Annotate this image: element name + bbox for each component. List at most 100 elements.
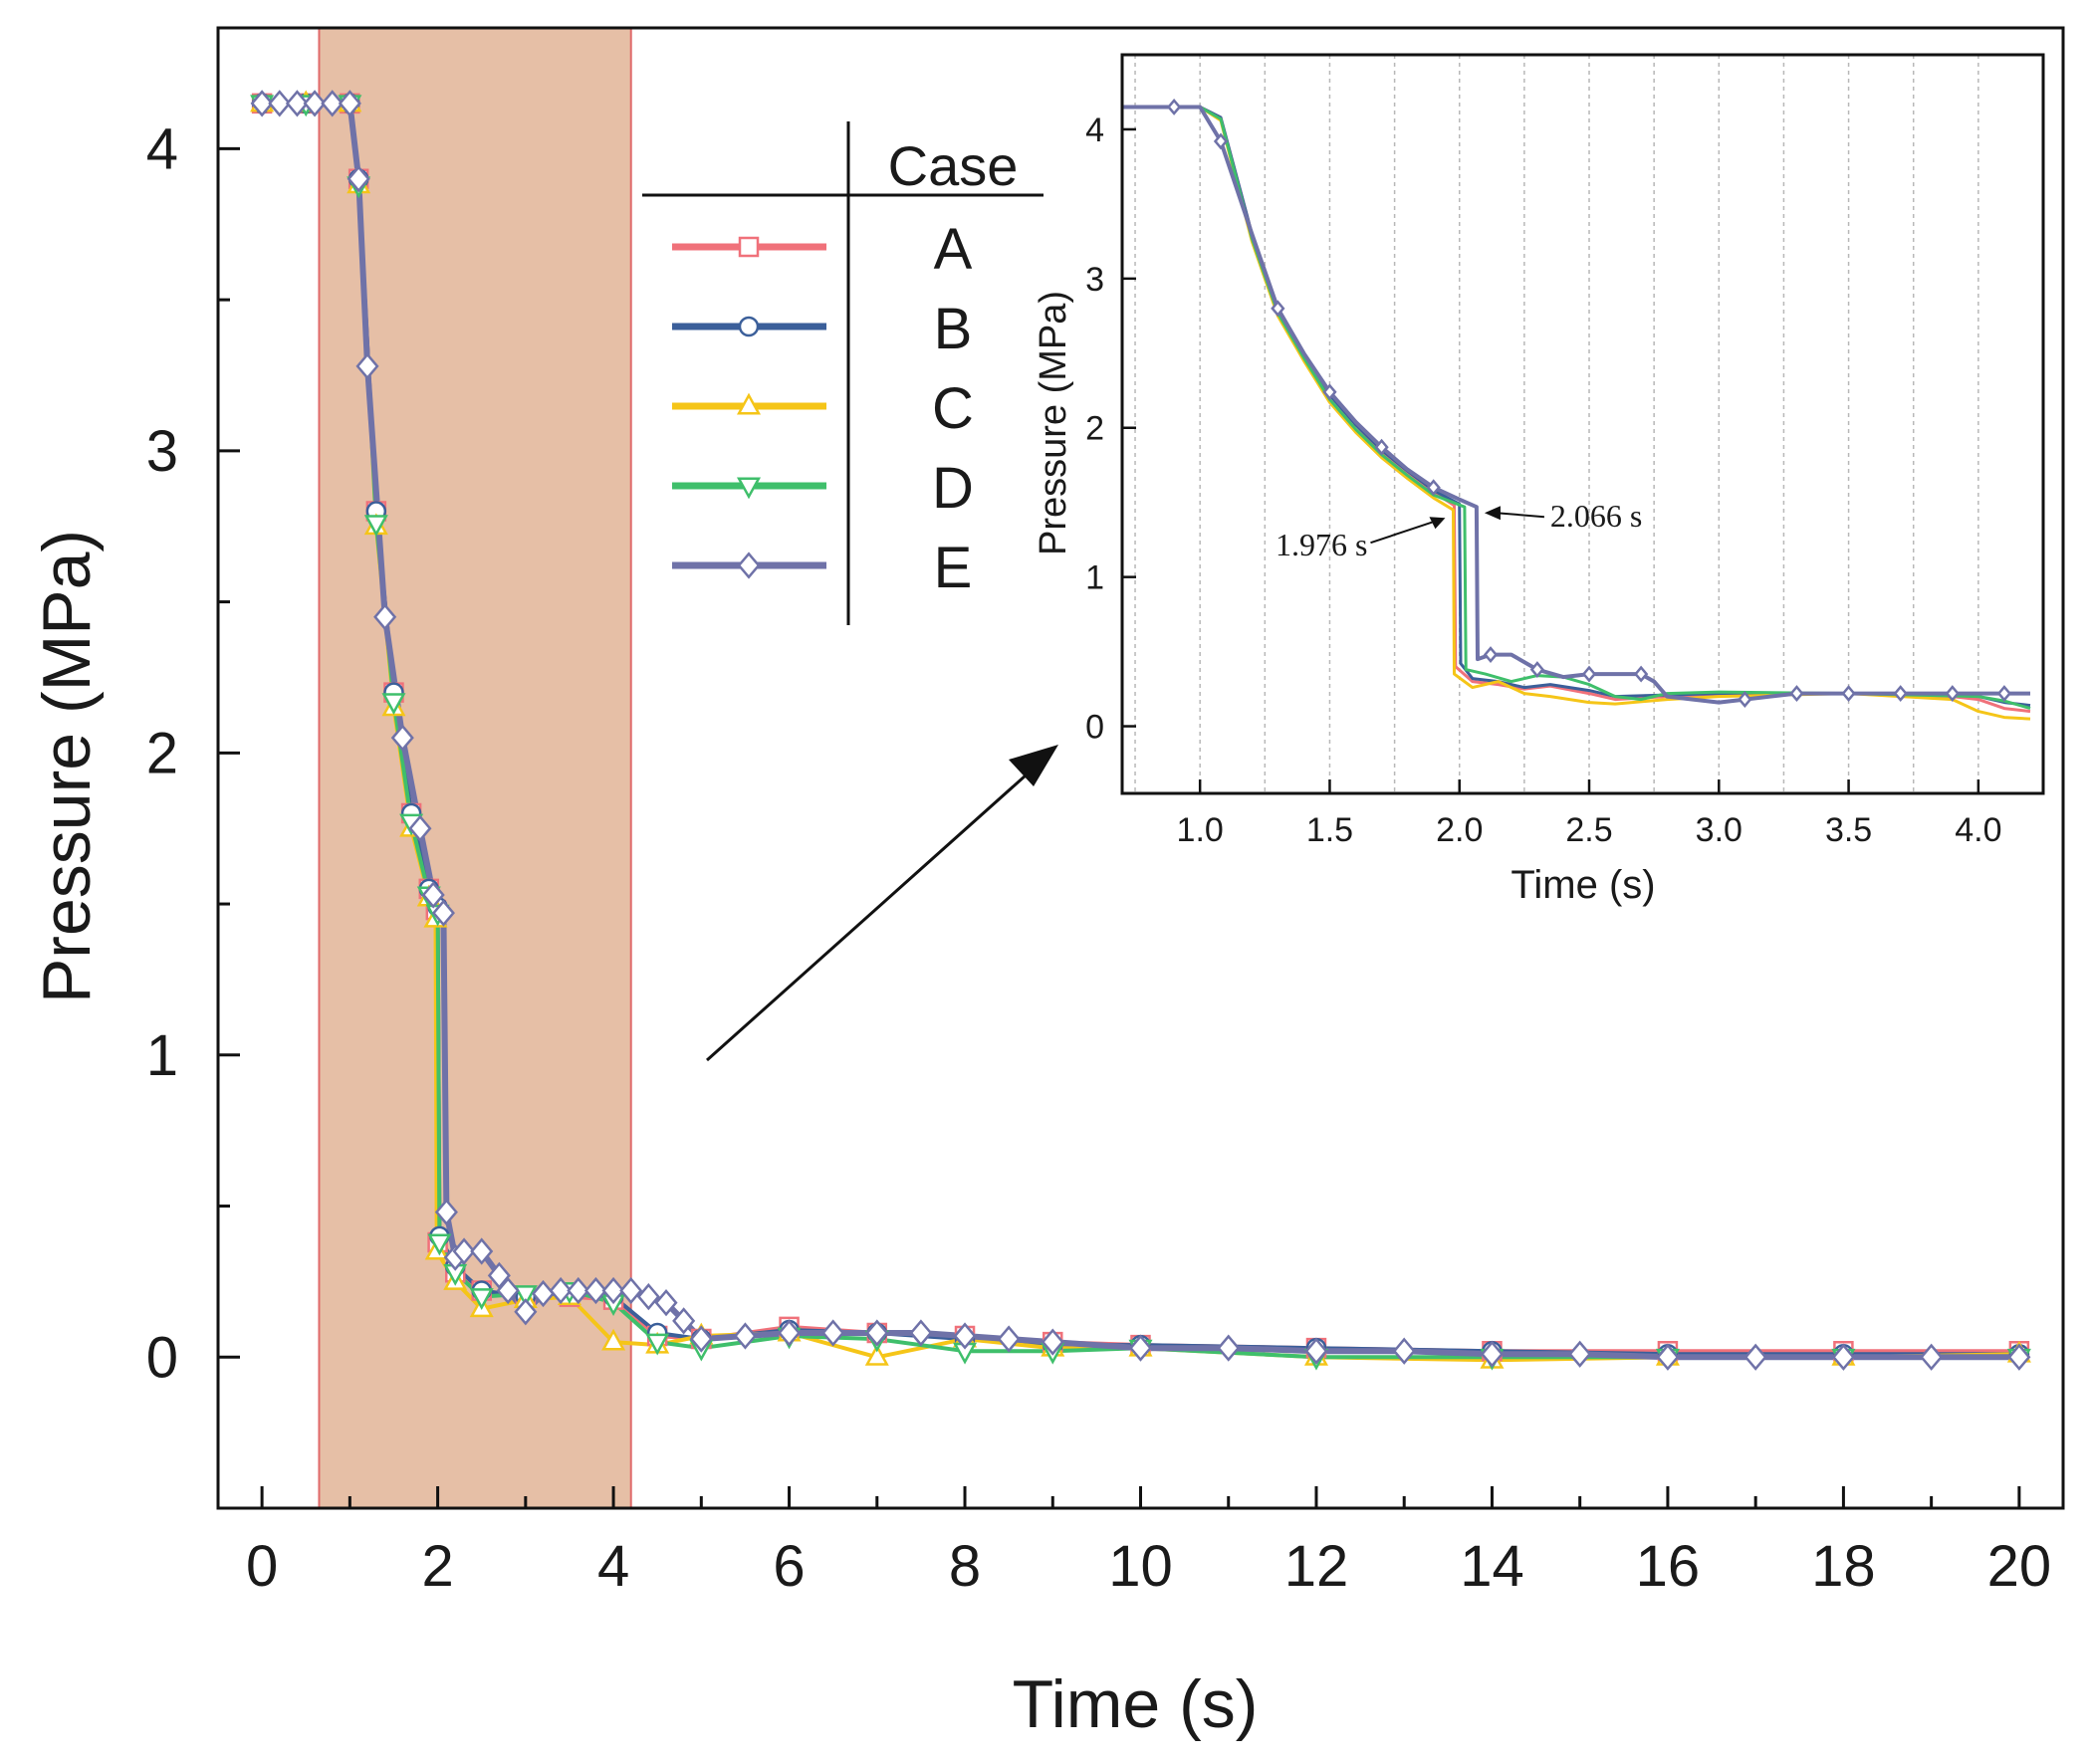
main-y-axis-label: Pressure (MPa)	[29, 530, 105, 1003]
main-point-E	[1392, 1337, 1416, 1365]
legend-label-C: C	[932, 376, 974, 441]
main-y-tick-label: 3	[146, 419, 178, 484]
main-point-E	[821, 1319, 845, 1347]
inset-point-E	[1426, 479, 1441, 497]
main-point-E	[434, 1198, 458, 1226]
inset-series-group	[1122, 105, 2031, 721]
inset-annotations: 1.976 s 2.066 s	[1276, 498, 1642, 562]
main-point-E	[997, 1325, 1021, 1353]
main-point-E	[1831, 1343, 1855, 1371]
main-point-E	[431, 899, 455, 927]
legend-marker-B	[738, 316, 760, 337]
main-point-E	[338, 90, 361, 117]
annotation-label-1976: 1.976 s	[1276, 527, 1367, 562]
main-point-E	[909, 1319, 933, 1347]
inset-background	[1122, 55, 2043, 793]
main-point-E	[487, 1261, 511, 1289]
main-x-tick-label: 0	[246, 1534, 278, 1599]
main-x-tick-label: 8	[949, 1534, 981, 1599]
inset-y-axis-label: Pressure (MPa)	[1033, 291, 1074, 555]
main-point-E	[373, 603, 397, 631]
main-point-E	[1743, 1343, 1767, 1371]
inset-plot-frame	[1120, 53, 2045, 795]
main-y-tick-label: 4	[146, 116, 178, 181]
main-point-E	[1041, 1328, 1064, 1356]
zoom-arrow-line	[706, 765, 1037, 1062]
main-point-E	[1480, 1340, 1504, 1368]
legend-marker-D	[736, 477, 762, 500]
inset-y-tick-label: 2	[1085, 410, 1104, 448]
inset-y-tick-label: 4	[1085, 111, 1104, 149]
main-point-C	[601, 1328, 626, 1351]
inset-x-tick-label: 3.5	[1825, 811, 1872, 849]
inset-x-tick-label: 3.0	[1696, 811, 1742, 849]
main-point-E	[452, 1237, 476, 1265]
inset-point-E	[1483, 646, 1499, 664]
inset-x-axis: 1.0 1.5 2.0 2.5 3.0 3.5 4.0	[1177, 779, 2001, 849]
inset-y-axis: 0 1 2 3 4	[1085, 111, 1136, 747]
main-point-E	[689, 1325, 713, 1353]
main-point-E	[303, 90, 327, 117]
main-x-axis-label: Time (s)	[1013, 1666, 1259, 1742]
inset-series-line-E	[1122, 105, 2030, 705]
main-point-E	[1304, 1337, 1328, 1365]
inset-point-E	[1322, 383, 1337, 401]
main-point-E	[470, 1237, 494, 1265]
main-point-E	[390, 724, 414, 752]
main-y-axis: 0 1 2 3 4	[146, 116, 240, 1510]
main-x-tick-label: 18	[1811, 1534, 1876, 1599]
main-y-tick-label: 0	[146, 1325, 178, 1390]
main-x-tick-label: 16	[1636, 1534, 1701, 1599]
inset-y-tick-label: 0	[1085, 709, 1104, 747]
inset-x-tick-label: 1.0	[1177, 811, 1224, 849]
main-point-E	[549, 1276, 573, 1305]
inset-x-tick-label: 4.0	[1955, 811, 2001, 849]
main-y-tick-label: 2	[146, 721, 178, 785]
inset-point-E	[1893, 685, 1908, 703]
annotation-arrow-1976	[1370, 521, 1434, 545]
main-point-E	[1217, 1334, 1241, 1362]
main-point-D	[513, 1285, 538, 1307]
legend-marker-A	[738, 236, 760, 258]
inset-chart: 1.0 1.5 2.0 2.5 3.0 3.5 4.0 0 1 2 3 4 Time (s) Pre…	[1033, 53, 2045, 907]
main-point-E	[250, 90, 274, 117]
main-point-E	[408, 814, 432, 842]
main-x-tick-label: 6	[773, 1534, 805, 1599]
inset-point-E	[1738, 691, 1752, 708]
main-point-E	[531, 1279, 556, 1308]
legend-marker-E	[737, 551, 761, 579]
main-point-D	[645, 1333, 670, 1356]
inset-y-tick-label: 3	[1085, 261, 1104, 299]
inset-markers-group	[1166, 99, 2012, 708]
main-x-tick-label: 10	[1108, 1534, 1173, 1599]
main-point-D	[469, 1288, 494, 1310]
inset-point-E	[1789, 685, 1804, 703]
inset-x-tick-label: 1.5	[1306, 811, 1353, 849]
main-x-tick-label: 20	[1987, 1534, 2052, 1599]
main-point-E	[672, 1307, 696, 1335]
main-point-E	[285, 90, 309, 117]
main-x-tick-label: 14	[1460, 1534, 1524, 1599]
main-point-E	[2007, 1343, 2031, 1371]
inset-x-tick-label: 2.5	[1565, 811, 1612, 849]
main-point-E	[583, 1276, 607, 1305]
main-point-E	[636, 1282, 660, 1311]
annotation-arrowhead-1976	[1429, 517, 1446, 530]
highlight-region	[318, 27, 632, 1509]
zoom-arrow-head	[1009, 745, 1058, 786]
main-point-D	[427, 1233, 452, 1256]
legend-label-D: D	[932, 456, 974, 521]
main-point-D	[381, 693, 406, 716]
main-point-E	[1128, 1334, 1153, 1362]
inset-x-axis-label: Time (s)	[1510, 863, 1655, 907]
main-point-E	[601, 1276, 625, 1305]
annotation-arrow-2066	[1496, 512, 1545, 519]
inset-point-E	[1271, 300, 1285, 318]
annotation-label-2066: 2.066 s	[1550, 498, 1642, 534]
inset-point-E	[1841, 685, 1856, 703]
main-markers-group	[250, 90, 2031, 1371]
inset-series-line-D	[1122, 106, 2031, 711]
